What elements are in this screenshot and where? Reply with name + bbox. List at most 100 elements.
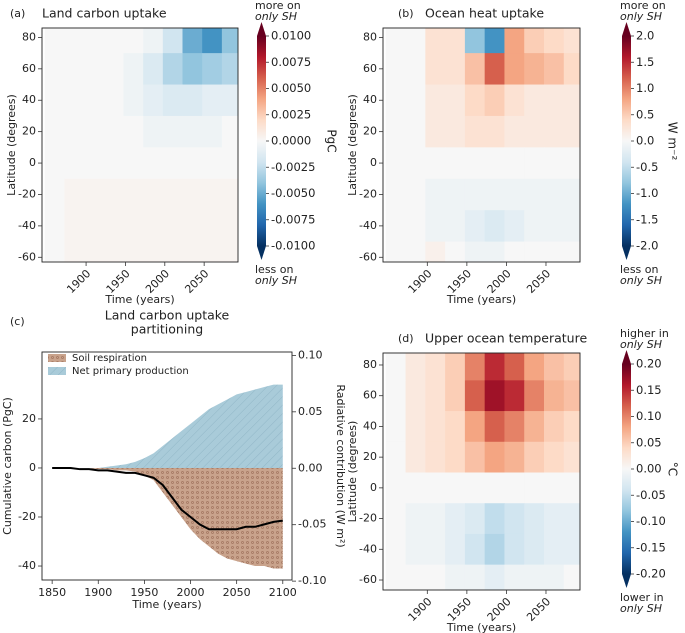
cell (425, 503, 446, 535)
cell (445, 115, 466, 148)
cell (123, 147, 144, 180)
cell (484, 84, 505, 117)
y-tick-label: 20 (363, 450, 377, 463)
area (52, 384, 283, 468)
cell (524, 441, 545, 473)
cell (425, 115, 446, 148)
cell (524, 210, 545, 243)
cell (484, 353, 505, 381)
cell (464, 503, 486, 535)
cell (425, 472, 446, 504)
cell (544, 115, 565, 148)
cell (524, 115, 545, 148)
cell (405, 441, 426, 473)
y-axis-label: Latitude (degrees) (346, 94, 359, 196)
cell (64, 53, 85, 86)
y-tick-label: 0 (370, 156, 377, 169)
panel-title: Land carbon uptake (42, 6, 167, 21)
cell (44, 210, 65, 243)
heatmap-cells (385, 353, 580, 590)
colorbar-tick-label: 1.5 (636, 55, 654, 69)
panel-title: Land carbon uptake (105, 308, 230, 323)
y-tick-label: -20 (359, 187, 377, 200)
cell (524, 53, 545, 86)
x-tick-label: 1950 (104, 267, 133, 296)
colorbar-bottom-text: only SH (620, 602, 662, 615)
x-tick-label: 1900 (64, 267, 93, 296)
cell (484, 472, 505, 504)
y-tick-label: 40 (22, 93, 36, 106)
colorbar-bottom (257, 246, 266, 260)
cell (544, 533, 565, 566)
cell (563, 53, 580, 86)
cell (405, 411, 426, 443)
y-tick-label: 20 (22, 125, 36, 138)
cell (445, 533, 466, 566)
cell (425, 533, 446, 566)
cell (162, 28, 184, 54)
cell (504, 564, 525, 590)
cell (504, 380, 525, 412)
cell (162, 53, 184, 86)
cell (464, 84, 486, 117)
cell (524, 380, 545, 412)
colorbar-top-text: only SH (620, 10, 662, 23)
cell (182, 115, 203, 148)
cell (182, 210, 203, 243)
colorbar-top-text: more on (255, 0, 301, 12)
cell (64, 241, 85, 262)
panel-title: Upper ocean temperature (425, 331, 587, 346)
cell (504, 147, 525, 180)
cell (84, 210, 105, 243)
x-axis-label: Time (years) (104, 293, 174, 306)
x-tick-label: 1850 (38, 586, 66, 599)
cell (162, 210, 184, 243)
colorbar (257, 36, 266, 246)
cell (464, 353, 486, 381)
cell (445, 411, 466, 443)
colorbar-tick-label: -0.0100 (271, 239, 315, 253)
cell (84, 147, 105, 180)
x-tick-label: 2000 (143, 267, 172, 296)
x-tick-label: 1950 (445, 267, 474, 296)
y-tick-label: 20 (22, 412, 36, 425)
colorbar-tick-label: 0.00 (636, 462, 662, 476)
cell (544, 441, 565, 473)
cell (544, 564, 565, 590)
cell (405, 533, 426, 566)
cell (405, 503, 426, 535)
cell (385, 53, 407, 86)
cell (103, 115, 124, 148)
line (52, 466, 283, 531)
cell (44, 178, 65, 211)
y-tick-label: 60 (363, 62, 377, 75)
y-tick-label: 60 (363, 389, 377, 402)
colorbar-tick-label: -0.20 (636, 567, 666, 581)
cell (103, 178, 124, 211)
cell (484, 28, 505, 54)
x-tick-label: 1900 (84, 586, 112, 599)
cell (221, 147, 238, 180)
cell (143, 115, 164, 148)
cell (425, 147, 446, 180)
colorbar-top-text: only SH (620, 338, 662, 351)
panel-title: partitioning (131, 322, 203, 337)
y-tick-label: 40 (363, 93, 377, 106)
cell (504, 241, 525, 262)
y2-tick-label: -0.10 (298, 574, 326, 587)
plot-frame (41, 351, 293, 581)
cell (385, 411, 407, 443)
colorbar-tick-label: 0.0000 (271, 134, 311, 148)
x-axis-label: Time (years) (446, 293, 516, 306)
colorbar-top-text: higher in (620, 327, 669, 340)
x-tick-label: 1900 (406, 595, 435, 624)
colorbar-bottom (622, 246, 631, 260)
cell (385, 241, 407, 262)
cell (385, 178, 407, 211)
plot-frame (382, 27, 581, 263)
cell (385, 441, 407, 473)
cell (464, 472, 486, 504)
cell (484, 53, 505, 86)
cell (544, 210, 565, 243)
cell (445, 28, 466, 54)
